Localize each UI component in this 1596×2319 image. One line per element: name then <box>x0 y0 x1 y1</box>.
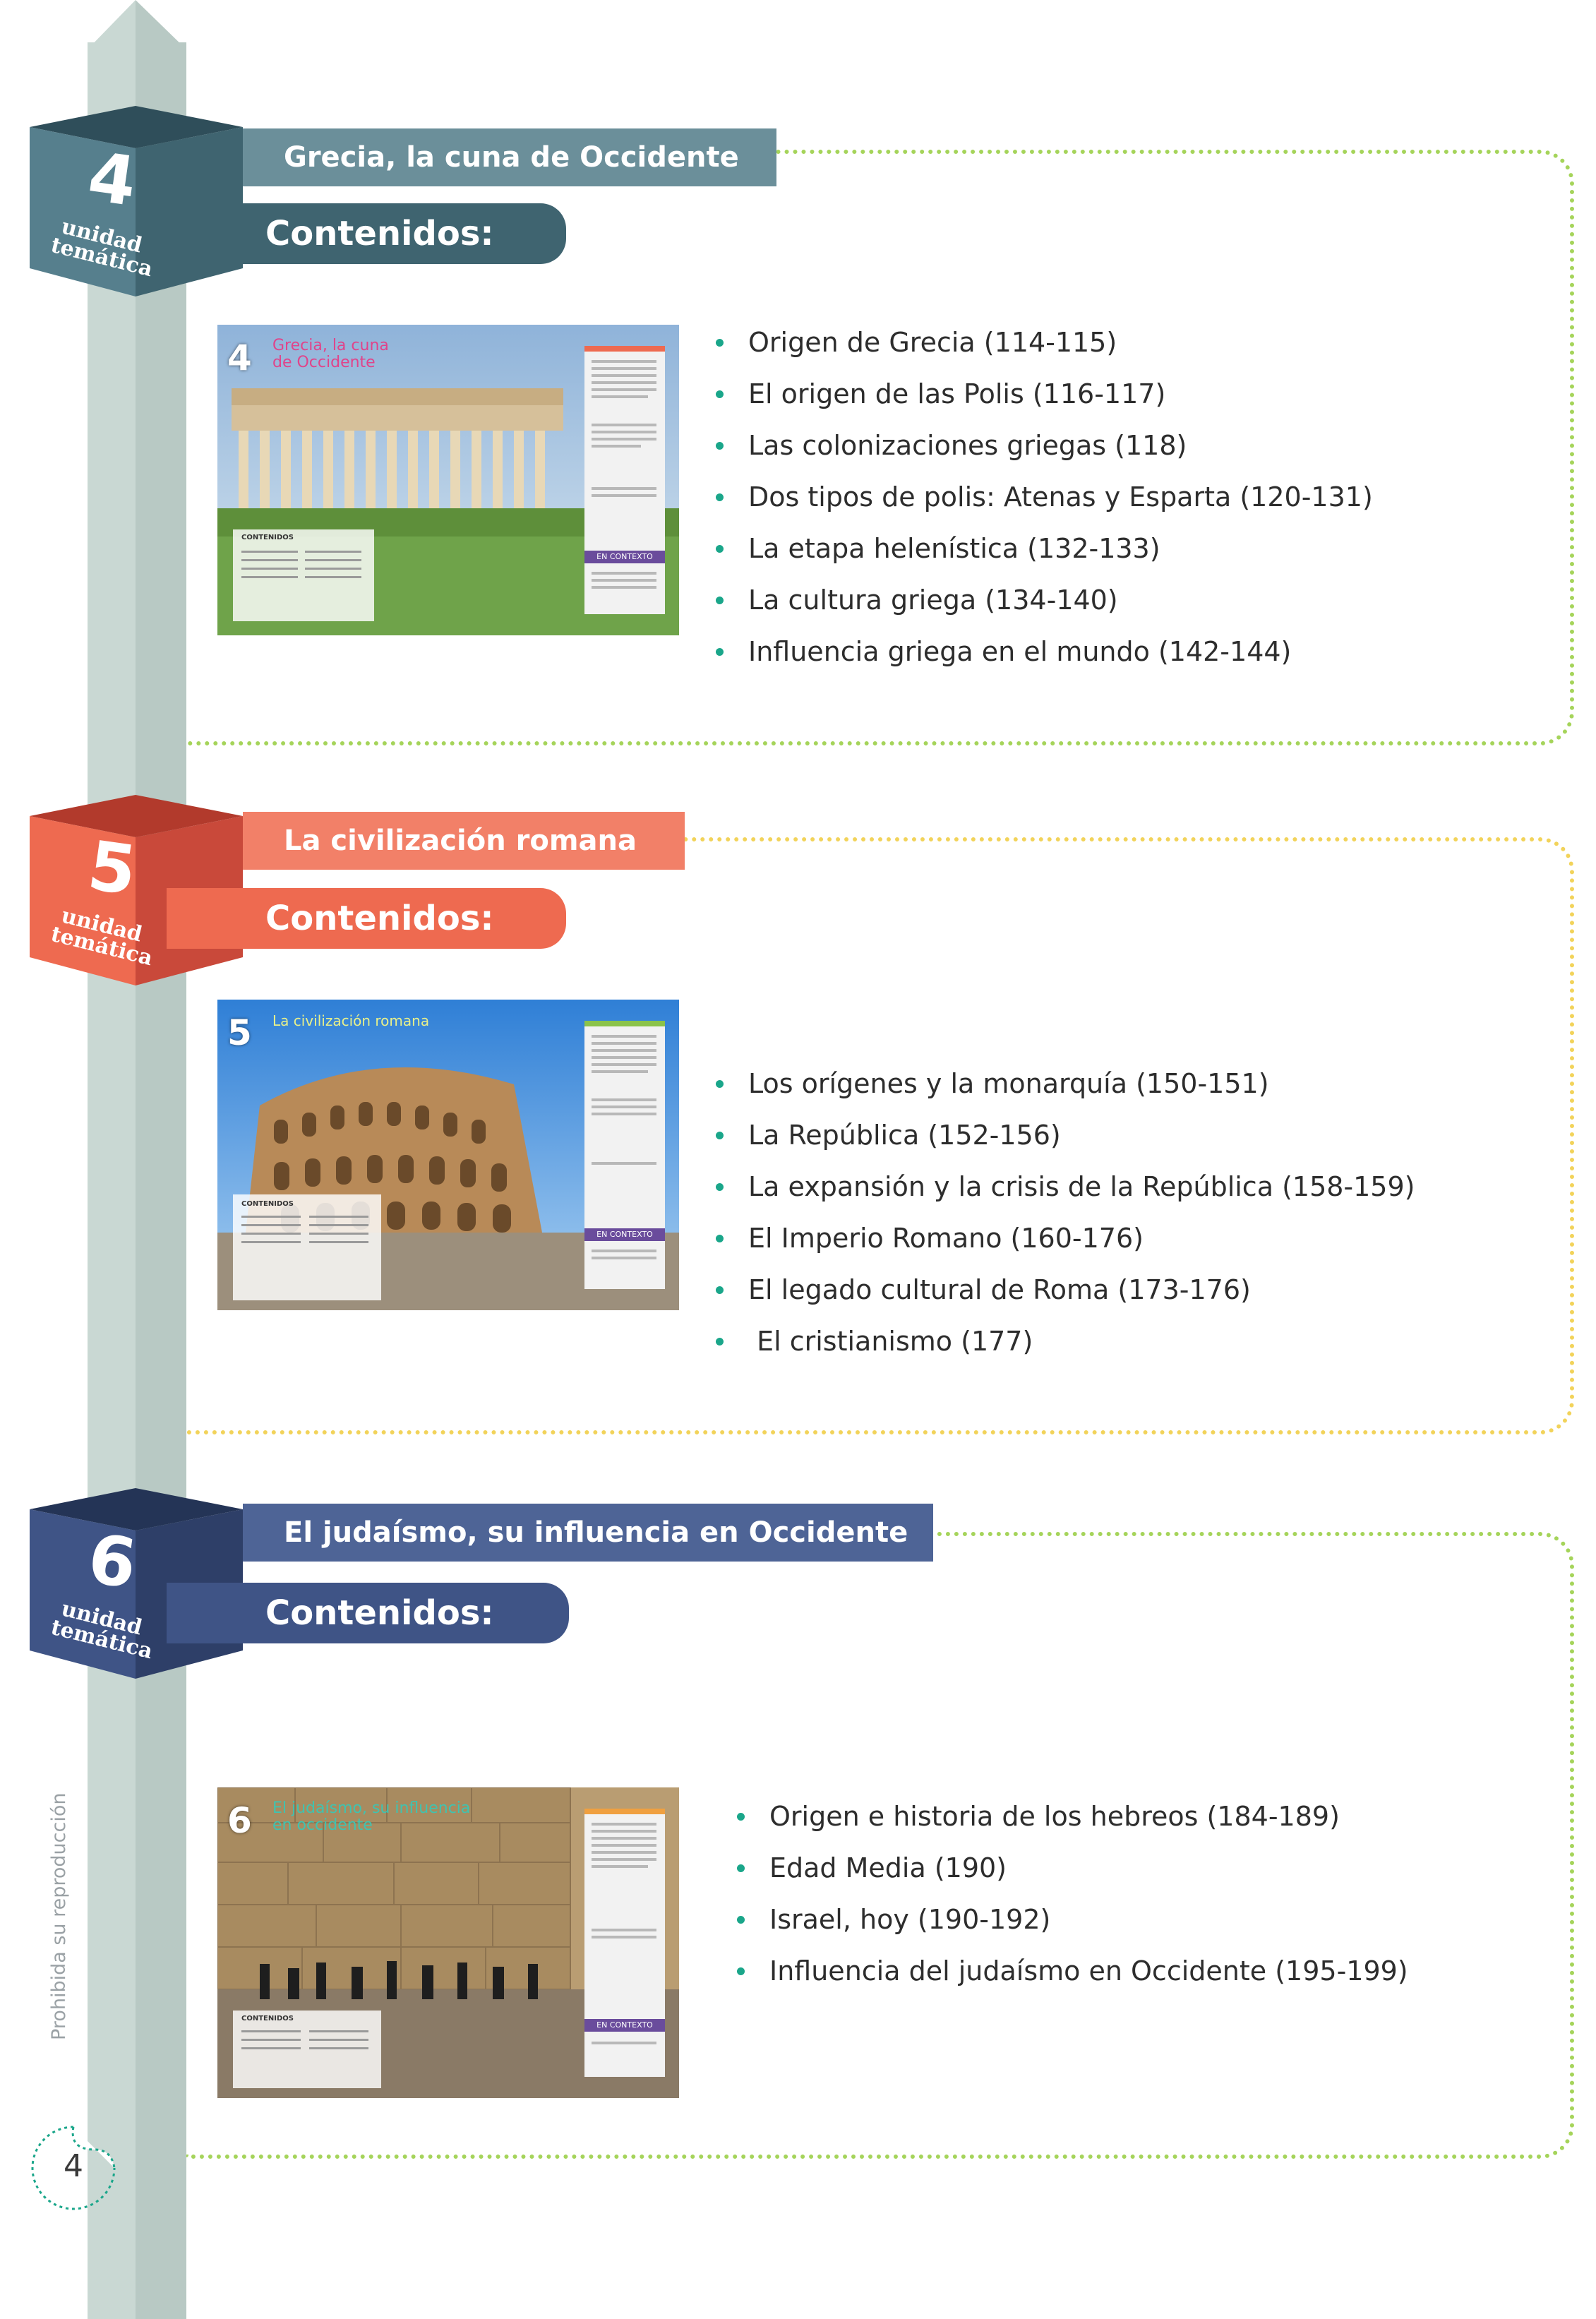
topic-list: Origen de Grecia (114-115) El origen de … <box>713 326 1373 687</box>
list-item: El origen de las Polis (116-117) <box>713 378 1373 429</box>
list-item: Edad Media (190) <box>734 1852 1408 1903</box>
reproduction-notice: Prohibida su reproducción <box>48 1792 70 2040</box>
list-item: El legado cultural de Roma (173-176) <box>713 1274 1415 1325</box>
thumb-contents-label: CONTENIDOS <box>241 2015 294 2023</box>
unit-thumbnail: 5 La civilización romana CONTENIDOS EN C… <box>217 1000 679 1310</box>
unit-title-bar: La civilización romana <box>243 812 685 870</box>
list-item: Los orígenes y la monarquía (150-151) <box>713 1067 1415 1119</box>
list-item: El Imperio Romano (160-176) <box>713 1222 1415 1274</box>
unit-thumbnail: 4 Grecia, la cuna de Occidente CONTENIDO… <box>217 325 679 635</box>
thumb-unit-number: 4 <box>227 337 252 378</box>
thumb-unit-number: 5 <box>227 1012 252 1053</box>
page-number-badge: 4 <box>27 2121 120 2215</box>
list-item: La cultura griega (134-140) <box>713 584 1373 635</box>
list-item: El cristianismo (177) <box>713 1325 1415 1377</box>
unit-thumbnail: 6 El judaísmo, su influencia en occident… <box>217 1787 679 2098</box>
thumb-title: El judaísmo, su influencia en occidente <box>272 1799 471 1834</box>
thumb-context-label: EN CONTEXTO <box>596 552 653 561</box>
unit-title-bar: El judaísmo, su influencia en Occidente <box>243 1504 933 1562</box>
unit-frame <box>186 150 1574 745</box>
thumb-title: La civilización romana <box>272 1012 430 1029</box>
list-item: Israel, hoy (190-192) <box>734 1903 1408 1955</box>
topic-list: Los orígenes y la monarquía (150-151) La… <box>713 1067 1415 1377</box>
thumb-contents-label: CONTENIDOS <box>241 1200 294 1208</box>
contents-label: Contenidos: <box>167 888 566 949</box>
list-item: Influencia griega en el mundo (142-144) <box>713 635 1373 687</box>
page-number: 4 <box>64 2148 83 2184</box>
page-number-circle <box>31 2126 116 2210</box>
list-item: Las colonizaciones griegas (118) <box>713 429 1373 481</box>
unit-number: 6 <box>83 1518 141 1605</box>
unit-number: 5 <box>83 825 141 911</box>
thumb-unit-number: 6 <box>227 1800 252 1841</box>
unit-frame <box>186 837 1574 1434</box>
contents-label: Contenidos: <box>167 203 566 264</box>
thumb-context-label: EN CONTEXTO <box>596 1230 653 1239</box>
unit-badge: 4 unidad temática <box>30 106 243 296</box>
thumb-context-label: EN CONTEXTO <box>596 2020 653 2030</box>
topic-list: Origen e historia de los hebreos (184-18… <box>734 1800 1408 2006</box>
list-item: Origen de Grecia (114-115) <box>713 326 1373 378</box>
timeline-pillar <box>88 42 136 2319</box>
list-item: Influencia del judaísmo en Occidente (19… <box>734 1955 1408 2006</box>
list-item: La etapa helenística (132-133) <box>713 532 1373 584</box>
list-item: La expansión y la crisis de la República… <box>713 1170 1415 1222</box>
list-item: Dos tipos de polis: Atenas y Esparta (12… <box>713 481 1373 532</box>
thumb-title: Grecia, la cuna de Occidente <box>272 337 389 371</box>
contents-label: Contenidos: <box>167 1583 569 1643</box>
unit-number: 4 <box>83 136 141 222</box>
list-item: La República (152-156) <box>713 1119 1415 1170</box>
thumb-contents-label: CONTENIDOS <box>241 534 294 541</box>
unit-title-bar: Grecia, la cuna de Occidente <box>243 128 776 186</box>
list-item: Origen e historia de los hebreos (184-18… <box>734 1800 1408 1852</box>
pillar-tip <box>88 0 186 49</box>
timeline-pillar-shade <box>136 42 186 2319</box>
